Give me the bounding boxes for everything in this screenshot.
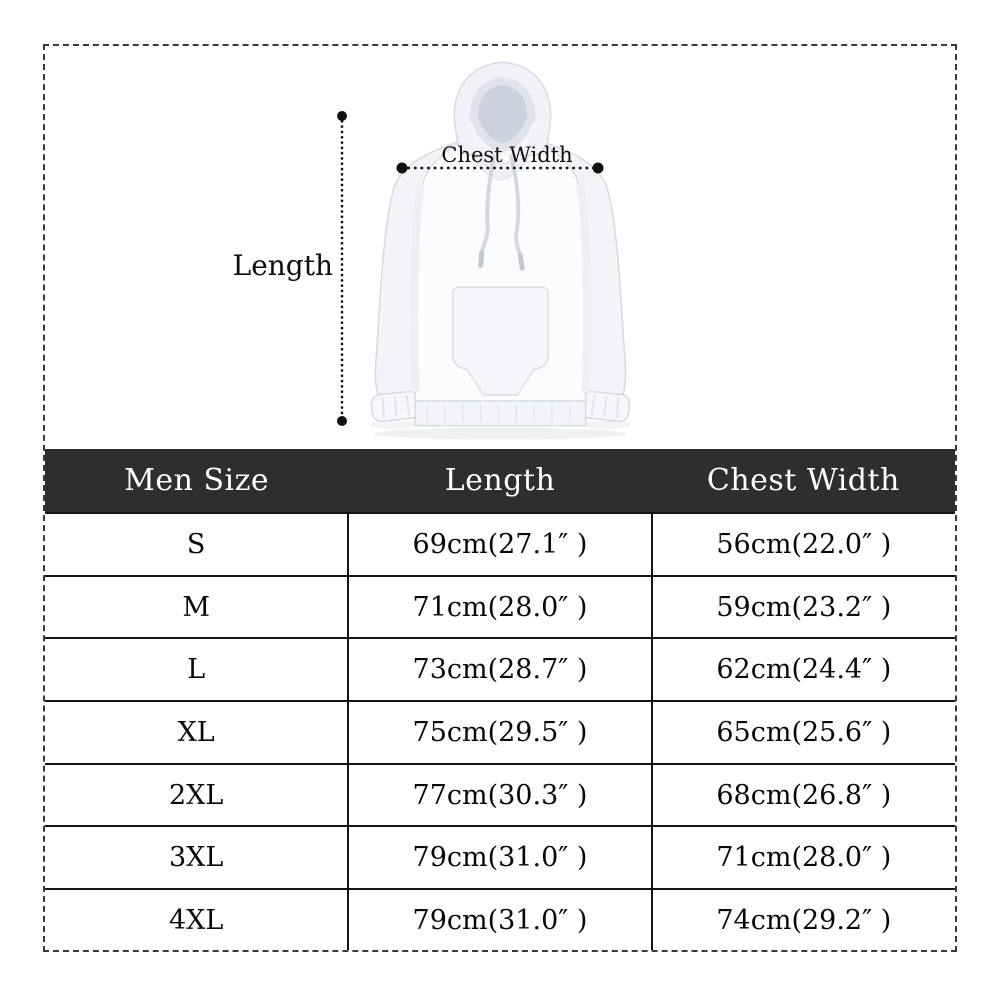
chest-width-measure-line [396,162,604,174]
header-length: Length [348,449,652,513]
table-row: 3XL 79cm(31.0″ ) 71cm(28.0″ ) [45,825,955,891]
pocket-openings [466,368,535,396]
kangaroo-pocket [452,286,549,396]
chest-width-cell: 62cm(24.4″ ) [650,637,955,703]
table-row: L 73cm(28.7″ ) 62cm(24.4″ ) [45,637,955,703]
header-row: Men Size Length Chest Width [45,449,955,513]
length-cell: 79cm(31.0″ ) [347,888,653,950]
header-men-size: Men Size [45,449,349,513]
cuff-shadow-right [579,420,632,429]
torso-shade-right [575,183,591,393]
size-cell: 2XL [45,762,350,828]
length-cell: 69cm(27.1″ ) [347,512,653,577]
chest-width-label: Chest Width [441,143,573,167]
chest-width-cell: 68cm(26.8″ ) [650,762,955,828]
hem-band [414,400,587,427]
chest-width-cell: 59cm(23.2″ ) [650,574,955,640]
table-row: XL 75cm(29.5″ ) 65cm(25.6″ ) [45,700,955,765]
length-label: Length [232,249,333,282]
drawstrings [478,155,525,271]
hoodie-shadow [373,427,628,440]
hoodie-image [369,61,632,440]
size-cell: L [45,637,350,703]
hood-rim [467,121,538,157]
measurement-diagram: Length Chest Width [45,46,955,449]
table-row: 2XL 77cm(30.3″ ) 68cm(26.8″ ) [45,762,955,828]
size-cell: S [45,512,350,577]
hood-inner-shadow [477,85,528,144]
size-cell: 4XL [45,888,350,950]
table-row: 4XL 79cm(31.0″ ) 74cm(29.2″ ) [45,888,955,950]
size-chart-table: Men Size Length Chest Width S 69cm(27.1″… [45,449,955,950]
cuff-shadow-left [369,420,422,429]
chest-width-cell: 71cm(28.0″ ) [650,825,955,891]
size-cell: XL [45,700,350,765]
measurement-lines [337,111,604,426]
chest-width-cell: 56cm(22.0″ ) [650,512,955,577]
length-cell: 73cm(28.7″ ) [347,637,653,703]
size-cell: M [45,574,350,640]
length-cell: 75cm(29.5″ ) [347,700,653,765]
size-cell: 3XL [45,825,350,891]
chest-width-cell: 65cm(25.6″ ) [650,700,955,765]
table-row: M 71cm(28.0″ ) 59cm(23.2″ ) [45,574,955,640]
torso-shade-left [410,183,426,393]
table-row: S 69cm(27.1″ ) 56cm(22.0″ ) [45,512,955,577]
length-measure-line [337,111,347,426]
header-chest-width: Chest Width [651,449,955,513]
table-body: S 69cm(27.1″ ) 56cm(22.0″ ) M 71cm(28.0″… [45,512,955,950]
chest-width-cell: 74cm(29.2″ ) [650,888,955,950]
length-cell: 71cm(28.0″ ) [347,574,653,640]
length-cell: 77cm(30.3″ ) [347,762,653,828]
table-header: Men Size Length Chest Width [45,449,955,513]
size-chart-panel: Length Chest Width Men Size Length Chest… [43,44,957,952]
length-cell: 79cm(31.0″ ) [347,825,653,891]
